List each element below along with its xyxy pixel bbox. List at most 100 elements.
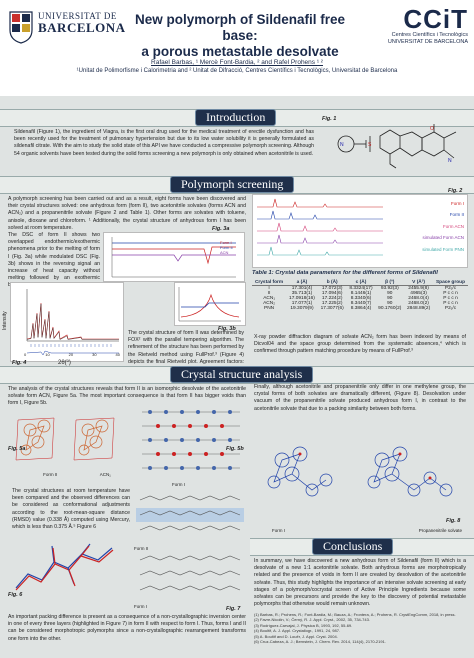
table-row: ACN₁ 17.0918(16) 17.224(2) 8.3340(6) 90 … <box>252 296 468 301</box>
table-cell: 17.225(2) <box>321 301 343 306</box>
crystal-text4: Finally, although acetonitrile and propa… <box>254 384 466 412</box>
pxrd-legend-form-ii: Form II <box>449 212 464 218</box>
fig8-captions: Form I Propanenitrile solvate <box>272 528 462 533</box>
table-cell: 35.713(1) <box>291 291 313 296</box>
crystal-heading: Crystal structure analysis <box>170 366 314 383</box>
references: (1) Barbas, R.; Prohens, R.; Font-Bardia… <box>254 612 466 644</box>
table-cell: 2848.89(2) <box>406 306 431 311</box>
table-header: c (Å) <box>346 280 376 286</box>
fig2-label: Fig. 2 <box>448 188 463 194</box>
pxrd-legend-form-i: Form I <box>451 201 464 206</box>
reference-item: (6) Cruz-Cabeza, A. J.; Bernstein, J. Ch… <box>254 638 386 644</box>
fig3b-label: Fig. 3b <box>218 326 236 332</box>
fig7-label: Fig. 7 <box>226 606 241 612</box>
table-cell: 17.077(1) <box>291 301 313 306</box>
fig6-label: Fig. 6 <box>8 592 23 598</box>
fig5b-structure <box>142 410 240 470</box>
polymorph-text2: The DSC of form II shows two overlapped … <box>8 232 100 289</box>
pxrd-legend: Form I Form II Form ACN simulated Form A… <box>386 198 464 255</box>
table-header: Space group <box>432 280 468 286</box>
table-header-row: Crystal form a (Å) b (Å) c (Å) β (º) V (… <box>252 280 468 286</box>
table-header: Crystal form <box>252 280 287 286</box>
crystal-text2: The crystal structures at room temperatu… <box>12 488 130 530</box>
intro-text: Sildenafil (Figure 1), the ingredient of… <box>14 129 314 157</box>
xrpd-tick-20: 20 <box>68 352 74 357</box>
table-header: β (º) <box>375 280 405 286</box>
reference-item: (4) Boultif, A. J. Appl. Crystallogr., 1… <box>254 628 341 634</box>
table-cell: 2468.0(2) <box>408 301 429 306</box>
table-cell: 90 <box>387 301 393 306</box>
table-cell: 2468.0(4) <box>408 296 429 301</box>
crystal-data-table-wrap: Crystal form a (Å) b (Å) c (Å) β (º) V (… <box>252 280 468 311</box>
crystal-text1: The analysis of the crystal structures r… <box>8 386 246 407</box>
ccit-wordmark: CCiT <box>403 4 468 34</box>
table-cell: 17.0918(16) <box>289 296 315 301</box>
svg-text:O: O <box>430 126 434 132</box>
table-cell: 8.3324(17) <box>349 286 373 291</box>
xrpd-tick-30: 30 <box>92 352 97 357</box>
poster-header <box>0 0 474 96</box>
table-cell: P c c n <box>443 301 458 306</box>
fig5a-captions: Form II ACN₁ <box>22 472 132 477</box>
fig5a-label: Fig. 5a <box>8 446 26 452</box>
table-cell: 90.1760(2) <box>378 306 402 311</box>
table-cell: 2455.9(8) <box>408 286 429 291</box>
reference-item: (1) Barbas, R.; Prohens, R.; Font-Bardia… <box>254 612 456 617</box>
fig5a-structure <box>15 417 115 461</box>
fig5b-label: Fig. 5b <box>226 446 244 452</box>
table-cell: 17.3077(6) <box>320 306 344 311</box>
table-cell: 8.3440(7) <box>350 301 372 306</box>
fig7-packing <box>136 495 244 591</box>
affiliations: ¹Unitat de Polimorfisme i Calorimetria a… <box>76 68 398 75</box>
table-cell: 17.224(2) <box>321 296 343 301</box>
fig5a-caption-acn: ACN₁ <box>99 472 111 477</box>
table-title: Table 1: Crystal data parameters for the… <box>252 270 438 276</box>
fig7-caption-form-ii: Form II <box>134 546 149 551</box>
table-row: ACN₂ 17.077(1) 17.225(2) 8.3440(7) 90 24… <box>252 301 468 306</box>
authors-block: Rafael Barbas, ¹ Mercè Font-Bardia, ² an… <box>60 58 414 75</box>
table-row: II 35.713(1) 17.094(6) 8.1446(1) 90 4965… <box>252 291 468 296</box>
table-cell: 90 <box>387 291 393 296</box>
svg-text:S: S <box>368 142 372 148</box>
mdsc-chart-3b <box>174 282 246 326</box>
authors: Rafael Barbas, ¹ Mercè Font-Bardia, ² an… <box>151 59 323 66</box>
fig4-label: Fig. 4 <box>12 360 27 366</box>
ccit-logo: CCiT Centres Científics i Tecnològics UN… <box>360 6 468 50</box>
fig5a-caption-form-ii: Form II <box>43 472 58 477</box>
sildenafil-structure-figure: S N O N <box>337 124 457 169</box>
table-cell: P c c n <box>443 291 458 296</box>
reference-item: (5) A. Boultif and D. Louër, J. Appl. Cr… <box>254 633 338 639</box>
dsc-legend-form-i: Form I <box>220 240 232 245</box>
table-cell: 8.3340(6) <box>350 296 372 301</box>
xrpd-ticks: 0 10 20 30 40 <box>24 352 120 357</box>
table-cell: II <box>267 291 271 296</box>
fig8-caption-form-i: Form I <box>272 528 285 533</box>
table-cell: ACN₁ <box>263 296 275 301</box>
pxrd-legend-sim-pnn: simulated Form PNN <box>422 246 464 252</box>
dsc-chart-3a <box>103 232 245 282</box>
table-cell: PNN <box>264 306 275 311</box>
xrpd-tick-0: 0 <box>24 352 27 357</box>
xrpd-xlabel: 2θ(º) <box>58 360 71 366</box>
table-cell: ACN₂ <box>263 301 276 306</box>
poster-title: New polymorph of Sildenafil free base: a… <box>120 12 360 61</box>
table-header: a (Å) <box>286 280 318 286</box>
intro-heading: Introduction <box>195 109 277 126</box>
fig8-caption-pnn: Propanenitrile solvate <box>418 528 462 533</box>
polymorph-text1: A polymorph screening has been carried o… <box>8 196 246 231</box>
xrpd-ylabel: Intensity <box>2 311 8 330</box>
fig6-overlay <box>15 543 114 591</box>
table-cell: P c c n <box>443 296 458 301</box>
pxrd-legend-form-acn: Form ACN <box>442 223 464 229</box>
svg-text:N: N <box>448 158 452 164</box>
pxrd-legend-sim-acn: simulated Form ACN <box>422 235 464 241</box>
xrpd-tick-10: 10 <box>45 352 50 357</box>
fig5b-caption: Form I <box>172 482 185 487</box>
fig8-label: Fig. 8 <box>446 518 461 524</box>
table-header: b (Å) <box>317 280 347 286</box>
ub-line2: BARCELONA <box>38 20 126 36</box>
fig8-structures <box>267 446 453 497</box>
table-cell: 17.301(4) <box>291 286 313 291</box>
table-cell: 17.072(3) <box>321 286 343 291</box>
table-cell: 4965(3) <box>410 291 427 296</box>
